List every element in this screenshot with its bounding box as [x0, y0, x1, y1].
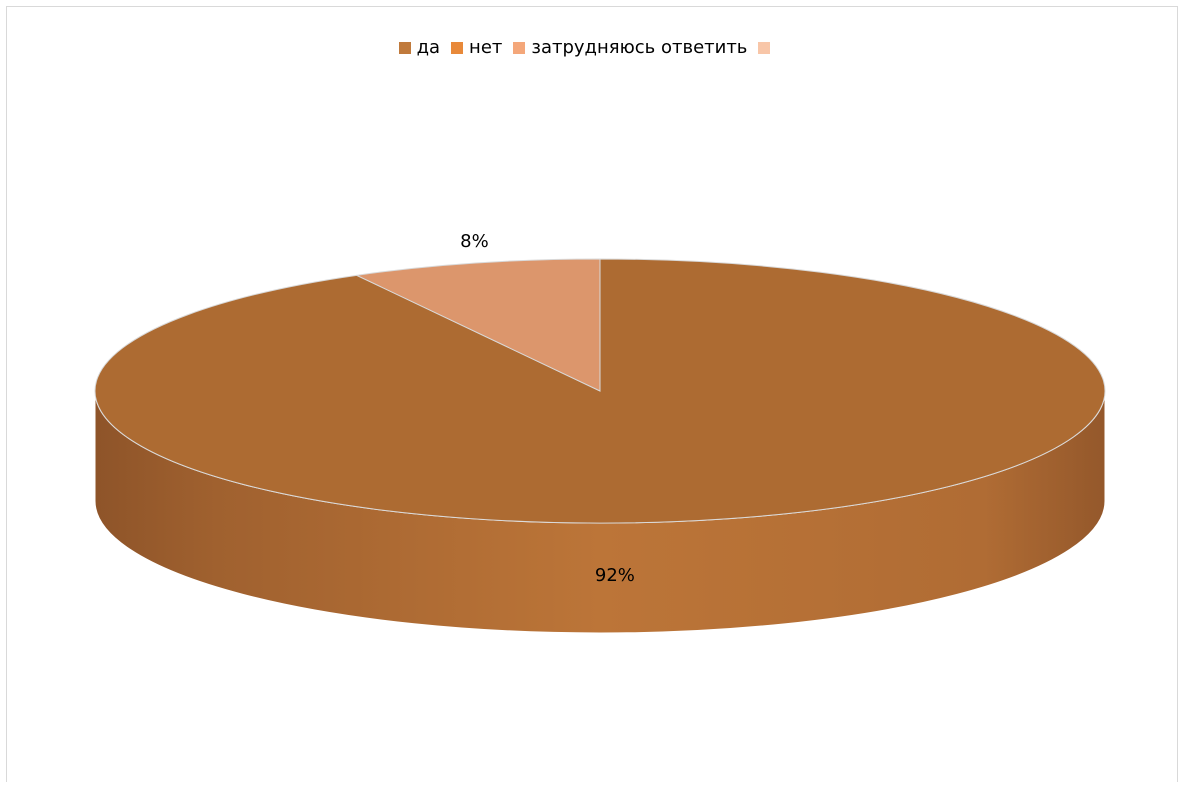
legend-label: затрудняюсь ответить — [531, 37, 748, 58]
data-label: 92% — [595, 565, 635, 586]
legend-label: да — [416, 37, 441, 58]
legend-label: нет — [469, 37, 503, 58]
pie-slice — [355, 258, 601, 392]
legend-swatch — [758, 41, 771, 54]
chart-legend: да нет затрудняюсь ответить — [7, 37, 1179, 58]
legend-swatch — [451, 41, 464, 54]
legend-swatch — [398, 41, 411, 54]
pie-chart: 92% 8% — [94, 231, 1106, 634]
legend-item: нет — [451, 37, 502, 58]
legend-item: да — [398, 37, 441, 58]
legend-item — [758, 41, 776, 54]
chart-area: да нет затрудняюсь ответить 92% 8% — [6, 6, 1178, 782]
data-label: 8% — [460, 231, 489, 252]
legend-swatch — [513, 41, 526, 54]
legend-item: затрудняюсь ответить — [513, 37, 747, 58]
